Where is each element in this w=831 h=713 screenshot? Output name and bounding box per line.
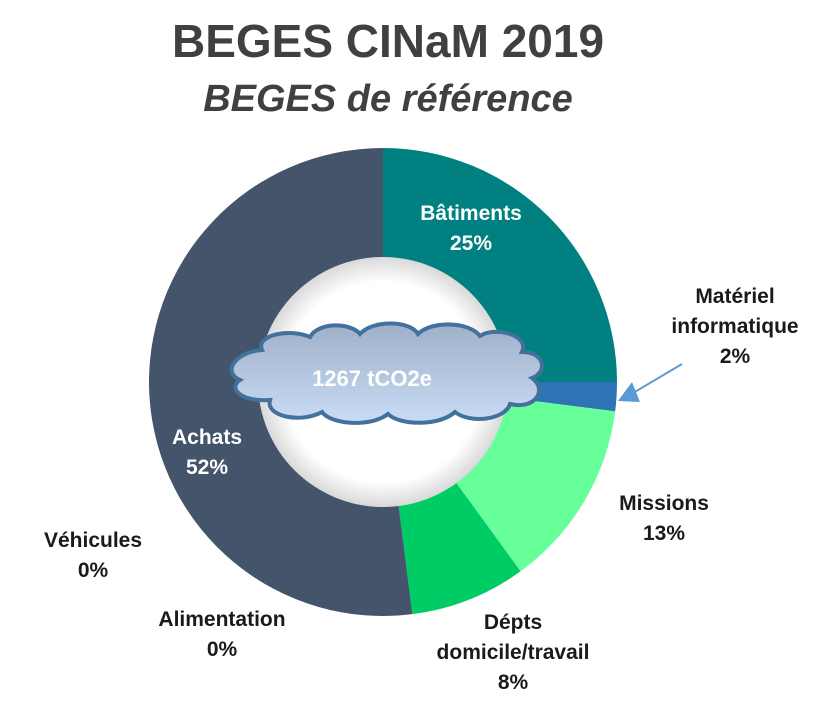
chart-title: BEGES CINaM 2019: [171, 15, 605, 67]
leader-line-materiel: [627, 363, 683, 397]
slice-label-batiments: Bâtiments 25%: [420, 202, 522, 255]
slice-label-missions: Missions 13%: [619, 492, 709, 545]
slice-label-alimentation: Alimentation 0%: [158, 608, 286, 661]
slice-label-materiel: Matériel informatique 2%: [671, 285, 799, 368]
slice-label-depts: Dépts domicile/travail 8%: [436, 611, 590, 694]
slice-label-vehicules: Véhicules 0%: [43, 529, 143, 582]
cloud-shape: [229, 321, 544, 425]
slice-label-achats: Achats 52%: [171, 426, 243, 479]
center-total-label: 1267 tCO2e: [312, 366, 432, 391]
leader-arrowhead: [618, 382, 640, 402]
chart-subtitle: BEGES de référence: [203, 78, 573, 120]
